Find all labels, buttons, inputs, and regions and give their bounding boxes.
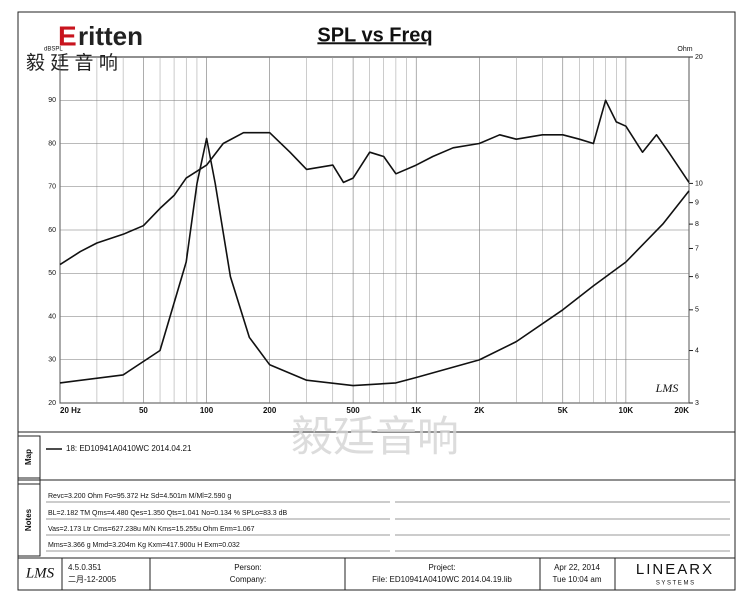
map-label-cell — [17, 435, 41, 479]
watermark: 毅廷音响 — [291, 413, 459, 460]
y-tick-label: 40 — [48, 313, 56, 320]
note-line: Mms=3.366 g Mmd=3.204m Kg Kxm=417.900u H… — [48, 542, 240, 549]
x-tick-label: 10K — [619, 406, 634, 415]
footer: LMS 4.5.0.351 二月-12-2005 Person: Company… — [25, 558, 714, 590]
note-line: Vas=2.173 Ltr Cms=627.238u M/N Kms=15.25… — [48, 526, 255, 533]
x-tick-label: 20 Hz — [60, 406, 81, 415]
y-axis-label: dBSPL — [44, 47, 63, 53]
y-tick-label: 20 — [48, 400, 56, 407]
file: File: ED10941A0410WC 2014.04.19.lib — [372, 575, 512, 584]
maker-sub: S Y S T E M S — [656, 581, 694, 587]
x-tick-label: 200 — [263, 406, 277, 415]
note-line: BL=2.182 TM Qms=4.480 Qes=1.350 Qts=1.04… — [48, 510, 288, 517]
x-tick-label: 500 — [346, 406, 360, 415]
x-tick-label: 100 — [200, 406, 214, 415]
note-line: Revc=3.200 Ohm Fo=95.372 Hz Sd=4.501m M/… — [48, 493, 231, 500]
y-tick-label: 60 — [48, 227, 56, 234]
notes-label: Notes — [24, 508, 33, 531]
series-line — [59, 137, 690, 387]
y-tick-label: 90 — [48, 97, 56, 104]
chart-title: SPL vs Freq — [317, 24, 432, 46]
y-tick-label: 30 — [48, 357, 56, 364]
y2-tick-label: 3 — [695, 400, 699, 407]
brand: ritten — [78, 21, 143, 51]
y2-tick-label: 6 — [695, 273, 699, 280]
y2-tick-label: 9 — [695, 199, 699, 206]
version: 4.5.0.351 — [68, 563, 102, 572]
y2-tick-label: 4 — [695, 347, 699, 354]
build-date: 二月-12-2005 — [68, 575, 117, 584]
y-tick-label: 80 — [48, 140, 56, 147]
x-tick-label: 5K — [558, 406, 568, 415]
maker: LINEARX — [636, 561, 714, 578]
date: Apr 22, 2014 — [554, 563, 600, 572]
time: Tue 10:04 am — [552, 575, 601, 584]
y2-tick-label: 7 — [695, 245, 699, 252]
project: Project: — [428, 563, 455, 572]
y-tick-label: 70 — [48, 184, 56, 191]
brand-initial: E — [58, 20, 77, 51]
y2-axis-label: Ohm — [677, 46, 692, 53]
x-tick-label: 2K — [474, 406, 484, 415]
map-label: Map — [24, 449, 33, 465]
brand-cn: 毅 廷 音 响 — [26, 52, 118, 74]
y2-tick-label: 20 — [695, 54, 703, 61]
legend-text: 18: ED10941A0410WC 2014.04.21 — [66, 444, 192, 453]
y2-tick-label: 10 — [695, 180, 703, 187]
notes-label-cell — [17, 483, 41, 557]
footer-logo: LMS — [25, 565, 55, 581]
x-tick-label: 20K — [674, 406, 689, 415]
person: Person: — [234, 563, 262, 572]
x-tick-label: 50 — [139, 406, 148, 415]
series-line — [59, 99, 690, 266]
y-tick-label: 50 — [48, 270, 56, 277]
annotation: LMS — [655, 381, 679, 395]
x-tick-label: 1K — [411, 406, 421, 415]
company: Company: — [230, 575, 266, 584]
outer-frame — [17, 11, 736, 591]
y2-tick-label: 5 — [695, 307, 699, 314]
y2-tick-label: 8 — [695, 221, 699, 228]
